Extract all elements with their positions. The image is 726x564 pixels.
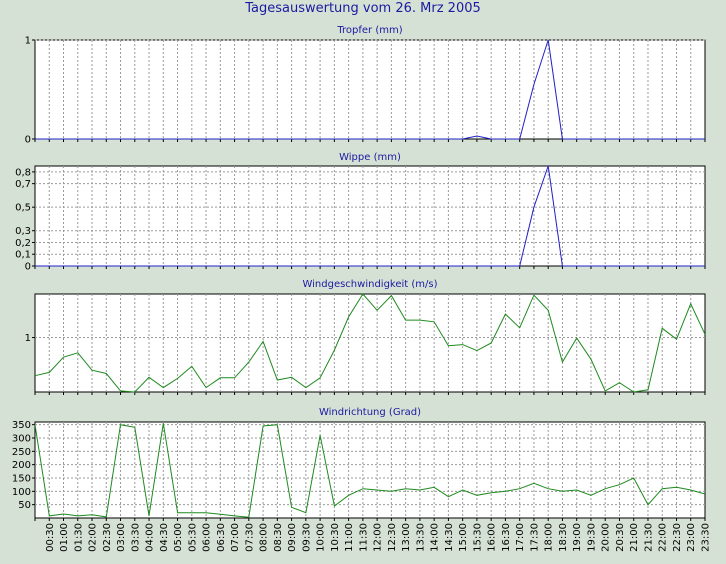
- x-tick-label: 10:00: [316, 523, 327, 552]
- x-tick-label: 15:30: [472, 523, 483, 552]
- y-tick-label: 300: [12, 434, 31, 445]
- data-line: [34, 293, 706, 393]
- x-tick-label: 06:30: [216, 523, 227, 552]
- y-tick-label: 150: [12, 474, 31, 485]
- x-tick-label: 07:30: [244, 523, 255, 552]
- x-tick-label: 01:30: [73, 523, 84, 552]
- x-tick-label: 03:30: [130, 523, 141, 552]
- y-tick-label: 100: [12, 487, 31, 498]
- x-tick-label: 18:30: [558, 523, 569, 552]
- x-tick-label: 22:00: [658, 523, 669, 552]
- x-tick-label: 04:00: [145, 523, 156, 552]
- x-tick-label: 09:00: [287, 523, 298, 552]
- x-tick-label: 11:00: [344, 523, 355, 552]
- x-tick-label: 19:00: [572, 523, 583, 552]
- x-tick-label: 02:30: [102, 523, 113, 552]
- y-tick-label: 1: [25, 36, 31, 47]
- x-tick-label: 03:00: [116, 523, 127, 552]
- x-tick-label: 17:30: [529, 523, 540, 552]
- y-tick-label: 0,2: [15, 238, 31, 249]
- y-tick-label: 0,7: [15, 179, 31, 190]
- y-tick-label: 0,8: [15, 167, 31, 178]
- y-tick-label: 0,5: [15, 203, 31, 214]
- x-tick-label: 12:30: [387, 523, 398, 552]
- x-tick-label: 10:30: [330, 523, 341, 552]
- y-tick-label: 0,1: [15, 250, 31, 261]
- x-tick-label: 02:00: [88, 523, 99, 552]
- x-tick-label: 20:00: [601, 523, 612, 552]
- x-tick-label: 21:30: [643, 523, 654, 552]
- chart-panel-1: 0 1 Tropfer (mm): [25, 25, 706, 146]
- x-tick-label: 05:00: [173, 523, 184, 552]
- panel-title: Windgeschwindigkeit (m/s): [302, 279, 437, 290]
- chart-panel-4: 50 100 150 200 250 300 350 Windrichtung (Grad): [12, 407, 706, 521]
- x-tick-label: 05:30: [187, 523, 198, 552]
- chart-panel-3: 1 Windgeschwindigkeit (m/s): [25, 279, 706, 395]
- plot-area: [34, 39, 706, 140]
- data-line: [35, 165, 705, 267]
- x-tick-label: 14:00: [430, 523, 441, 552]
- data-line: [35, 39, 705, 140]
- plot-area: [34, 293, 706, 393]
- x-tick-label: 13:30: [415, 523, 426, 552]
- panel-title: Windrichtung (Grad): [319, 407, 421, 418]
- x-tick-label: 09:30: [301, 523, 312, 552]
- x-tick-label: 08:30: [273, 523, 284, 552]
- page-title: Tagesauswertung vom 26. Mrz 2005: [245, 1, 481, 16]
- x-tick-label: 17:00: [515, 523, 526, 552]
- data-line: [34, 423, 706, 518]
- x-tick-label: 23:30: [701, 523, 712, 552]
- y-tick-label: 350: [12, 420, 31, 431]
- y-tick-label: 200: [12, 460, 31, 471]
- x-tick-label: 22:30: [672, 523, 683, 552]
- y-tick-label: 250: [12, 447, 31, 458]
- x-tick-label: 16:00: [487, 523, 498, 552]
- x-tick-label: 20:30: [615, 523, 626, 552]
- x-tick-label: 07:00: [230, 523, 241, 552]
- chart-panel-2: 00,10,20,3 0,5 0,70,8 Wippe (mm): [15, 152, 706, 273]
- x-tick-label: 15:00: [458, 523, 469, 552]
- x-axis-labels: 00:30 01:00 01:30 02:00 02:30 03:00 03:30 04:00…: [45, 523, 712, 552]
- x-tick-label: 06:00: [202, 523, 213, 552]
- y-tick-label: 1: [25, 333, 31, 344]
- x-tick-label: 19:30: [586, 523, 597, 552]
- x-tick-label: 14:30: [444, 523, 455, 552]
- x-tick-label: 01:00: [59, 523, 70, 552]
- x-tick-label: 04:30: [159, 523, 170, 552]
- x-tick-label: 00:30: [45, 523, 56, 552]
- x-tick-label: 08:00: [259, 523, 270, 552]
- x-tick-label: 11:30: [358, 523, 369, 552]
- y-tick-label: 50: [18, 500, 31, 511]
- panel-title: Wippe (mm): [339, 152, 401, 163]
- y-tick-label: 0,3: [15, 226, 31, 237]
- x-tick-label: 21:00: [629, 523, 640, 552]
- y-tick-label: 0: [25, 135, 31, 146]
- plot-area: [34, 165, 706, 267]
- y-tick-label: 0: [25, 262, 31, 273]
- x-tick-label: 18:00: [544, 523, 555, 552]
- x-tick-label: 16:30: [501, 523, 512, 552]
- panel-title: Tropfer (mm): [336, 25, 402, 36]
- x-tick-label: 23:00: [686, 523, 697, 552]
- plot-area: [34, 421, 706, 519]
- x-tick-label: 12:00: [373, 523, 384, 552]
- x-tick-label: 13:00: [401, 523, 412, 552]
